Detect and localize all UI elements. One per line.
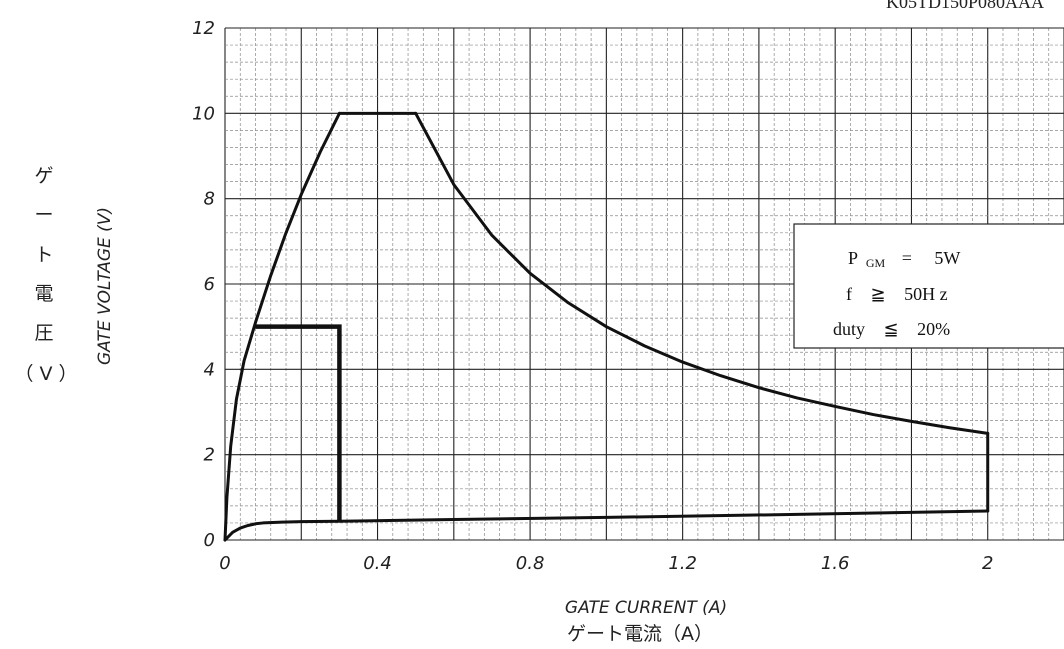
x-axis-label-en: GATE CURRENT (A) [565, 598, 727, 618]
y-tick-label: 8 [204, 189, 215, 210]
x-tick-label: 0.8 [516, 553, 545, 574]
annotation-box: P GM = 5W f ≧ 50H z duty ≦ 20% [793, 223, 1064, 349]
chart-ticks: 0 0.4 0.8 1.2 1.6 2 0 2 4 6 8 10 12 [192, 18, 993, 574]
gate-pulse-line [255, 324, 342, 522]
pgm-subscript: GM [866, 256, 886, 270]
chart-curves [223, 111, 990, 542]
y-tick-label: 0 [204, 530, 215, 551]
annotation-line-3: duty ≦ 20% [833, 319, 950, 339]
y-axis-label-jp: ゲ ー ト 電 圧 （ V ） [14, 165, 77, 385]
y-axis-label-jp-char: ト [34, 244, 53, 266]
pgm-symbol: P [848, 248, 858, 268]
duty-symbol: duty [833, 319, 865, 339]
y-tick-label: 6 [204, 274, 215, 295]
pgm-value: 5W [934, 248, 960, 268]
duty-relation: ≦ [884, 319, 899, 339]
x-axis-label-jp: ゲート電流（A） [567, 623, 713, 645]
x-tick-label: 0.4 [363, 553, 392, 574]
freq-value: 50H z [904, 284, 948, 304]
y-axis-label-jp-char: 電 [34, 283, 53, 305]
y-axis-label-jp-char: 圧 [34, 322, 53, 344]
document-code: K05TD150P080AAA [886, 0, 1044, 12]
rating-curve-line [223, 509, 990, 542]
freq-relation: ≧ [871, 284, 886, 304]
duty-value: 20% [917, 319, 950, 339]
y-axis-label-en: GATE VOLTAGE (V) [95, 207, 115, 365]
x-tick-label: 1.2 [668, 553, 697, 574]
y-tick-label: 4 [204, 359, 215, 380]
y-tick-label: 12 [192, 18, 215, 39]
y-axis-label-jp-char: ゲ [34, 165, 53, 187]
pgm-equals: = [902, 248, 912, 268]
annotation-line-1: P GM = 5W [848, 248, 960, 271]
y-axis-label-jp-char: （ V ） [14, 363, 77, 385]
annotation-line-2: f ≧ 50H z [846, 284, 948, 304]
y-axis-label-jp-char: ー [34, 204, 53, 226]
freq-symbol: f [846, 284, 852, 304]
y-tick-label: 10 [192, 103, 215, 124]
annotation-frame [793, 223, 1064, 349]
x-tick-label: 0 [219, 553, 230, 574]
x-tick-label: 1.6 [821, 553, 850, 574]
x-tick-label: 2 [982, 553, 993, 574]
rating-curve-line [414, 111, 990, 435]
y-tick-label: 2 [204, 445, 215, 466]
rating-curve-line [223, 111, 341, 542]
